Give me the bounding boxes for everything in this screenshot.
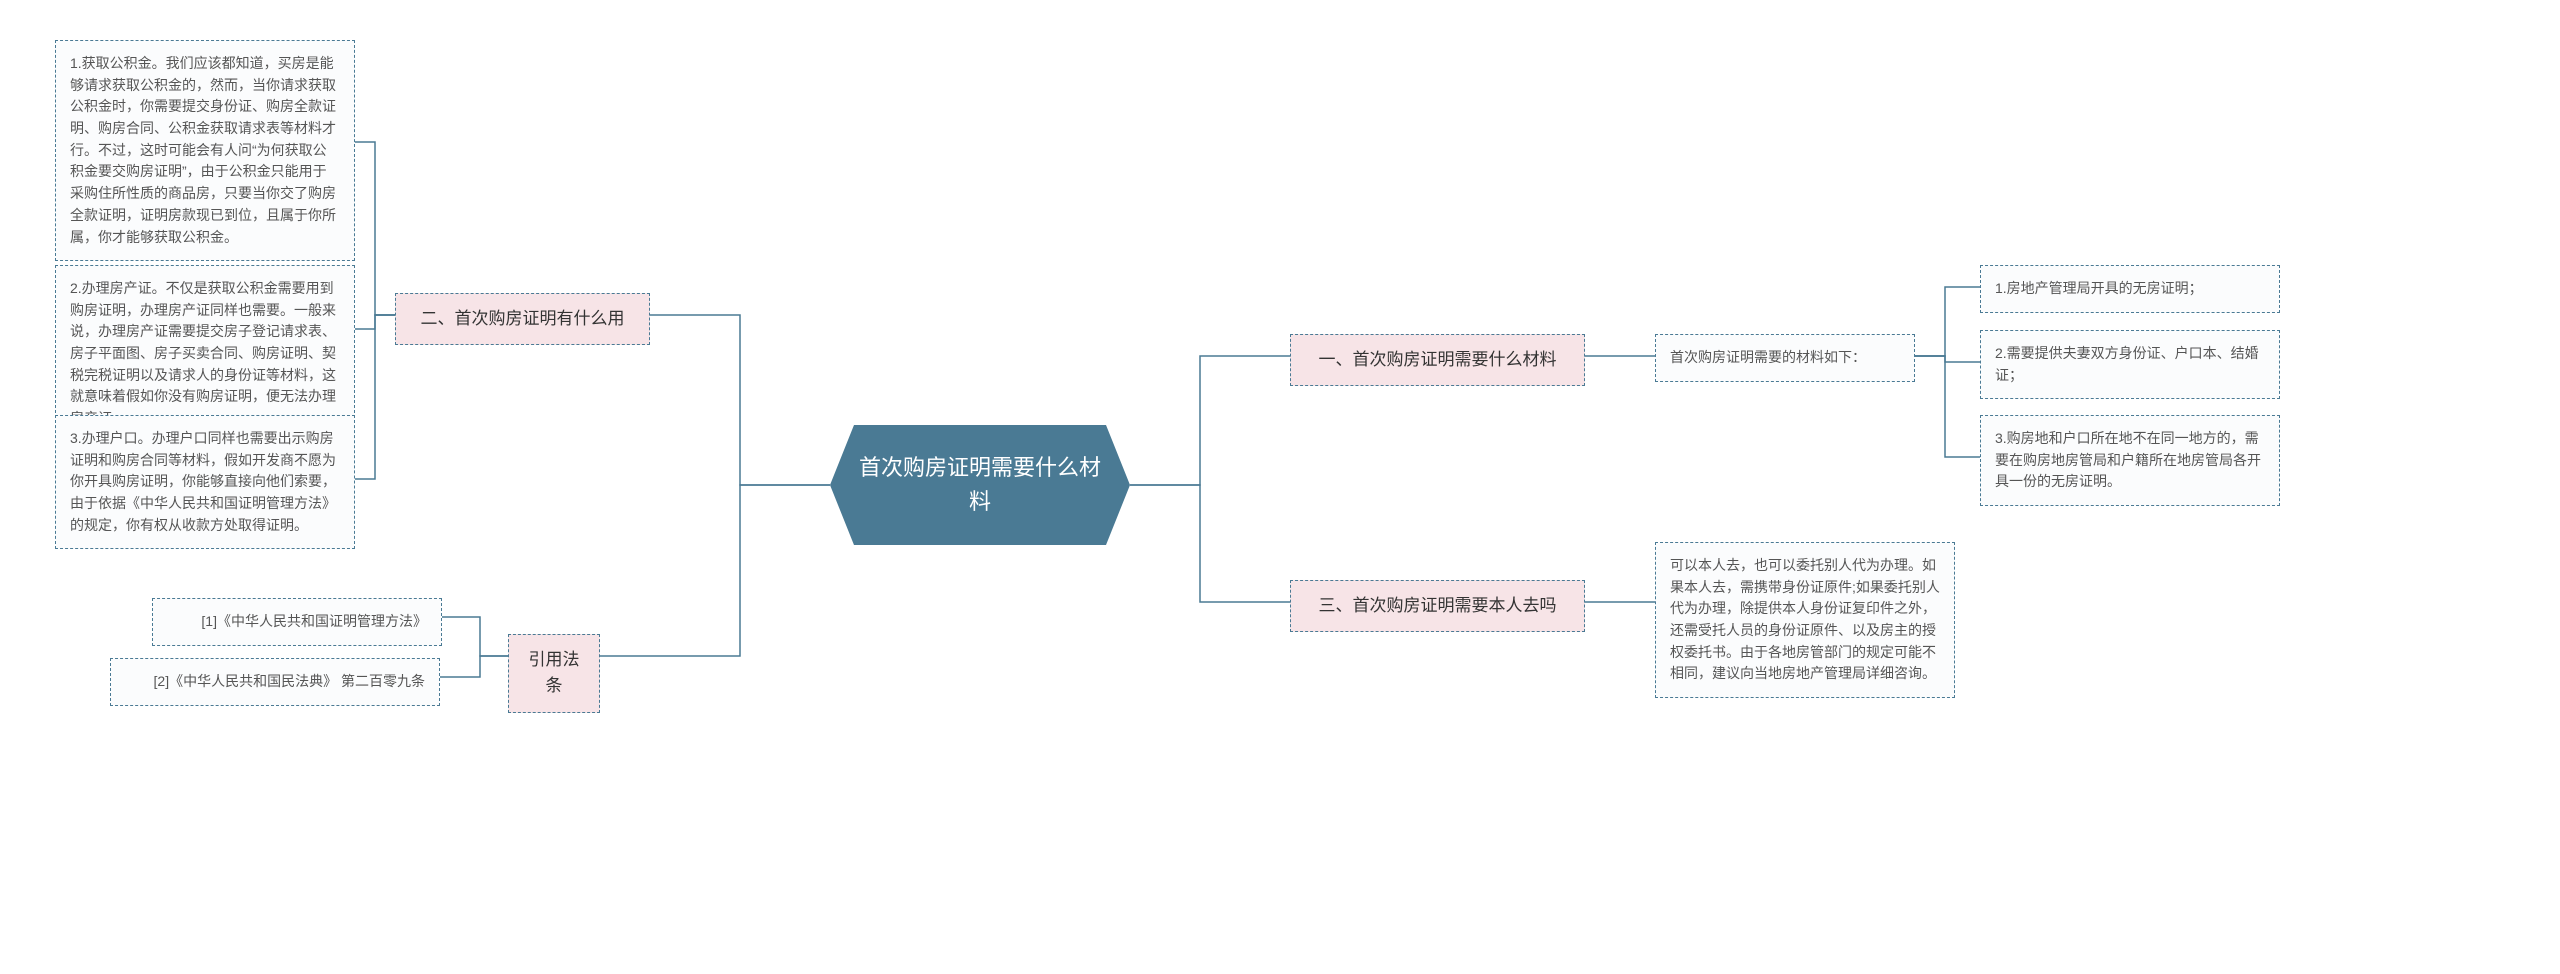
branch-4-citations: 引用法条	[508, 634, 600, 713]
branch-3-in-person: 三、首次购房证明需要本人去吗	[1290, 580, 1585, 632]
branch-3-label: 三、首次购房证明需要本人去吗	[1319, 596, 1557, 615]
root-node: 首次购房证明需要什么材料	[830, 425, 1130, 545]
branch-4-label: 引用法条	[529, 650, 580, 695]
root-title: 首次购房证明需要什么材料	[858, 451, 1102, 519]
branch-3-detail: 可以本人去，也可以委托别人代为办理。如果本人去，需携带身份证原件;如果委托别人代…	[1655, 542, 1955, 698]
branch-2-label: 二、首次购房证明有什么用	[421, 309, 625, 328]
branch-2-usage: 二、首次购房证明有什么用	[395, 293, 650, 345]
branch-1-intro: 首次购房证明需要的材料如下：	[1655, 334, 1915, 382]
branch-2-item-3: 3.办理户口。办理户口同样也需要出示购房证明和购房合同等材料，假如开发商不愿为你…	[55, 415, 355, 549]
branch-1-label: 一、首次购房证明需要什么材料	[1319, 350, 1557, 369]
branch-2-item-1: 1.获取公积金。我们应该都知道，买房是能够请求获取公积金的，然而，当你请求获取公…	[55, 40, 355, 261]
branch-1-item-3: 3.购房地和户口所在地不在同一地方的，需要在购房地房管局和户籍所在地房管局各开具…	[1980, 415, 2280, 506]
branch-1-item-1: 1.房地产管理局开具的无房证明；	[1980, 265, 2280, 313]
branch-4-cite-1: [1]《中华人民共和国证明管理方法》	[152, 598, 442, 646]
branch-4-cite-2: [2]《中华人民共和国民法典》 第二百零九条	[110, 658, 440, 706]
branch-1-item-2: 2.需要提供夫妻双方身份证、户口本、结婚证；	[1980, 330, 2280, 399]
branch-1-materials: 一、首次购房证明需要什么材料	[1290, 334, 1585, 386]
branch-1-intro-text: 首次购房证明需要的材料如下：	[1670, 349, 1866, 365]
